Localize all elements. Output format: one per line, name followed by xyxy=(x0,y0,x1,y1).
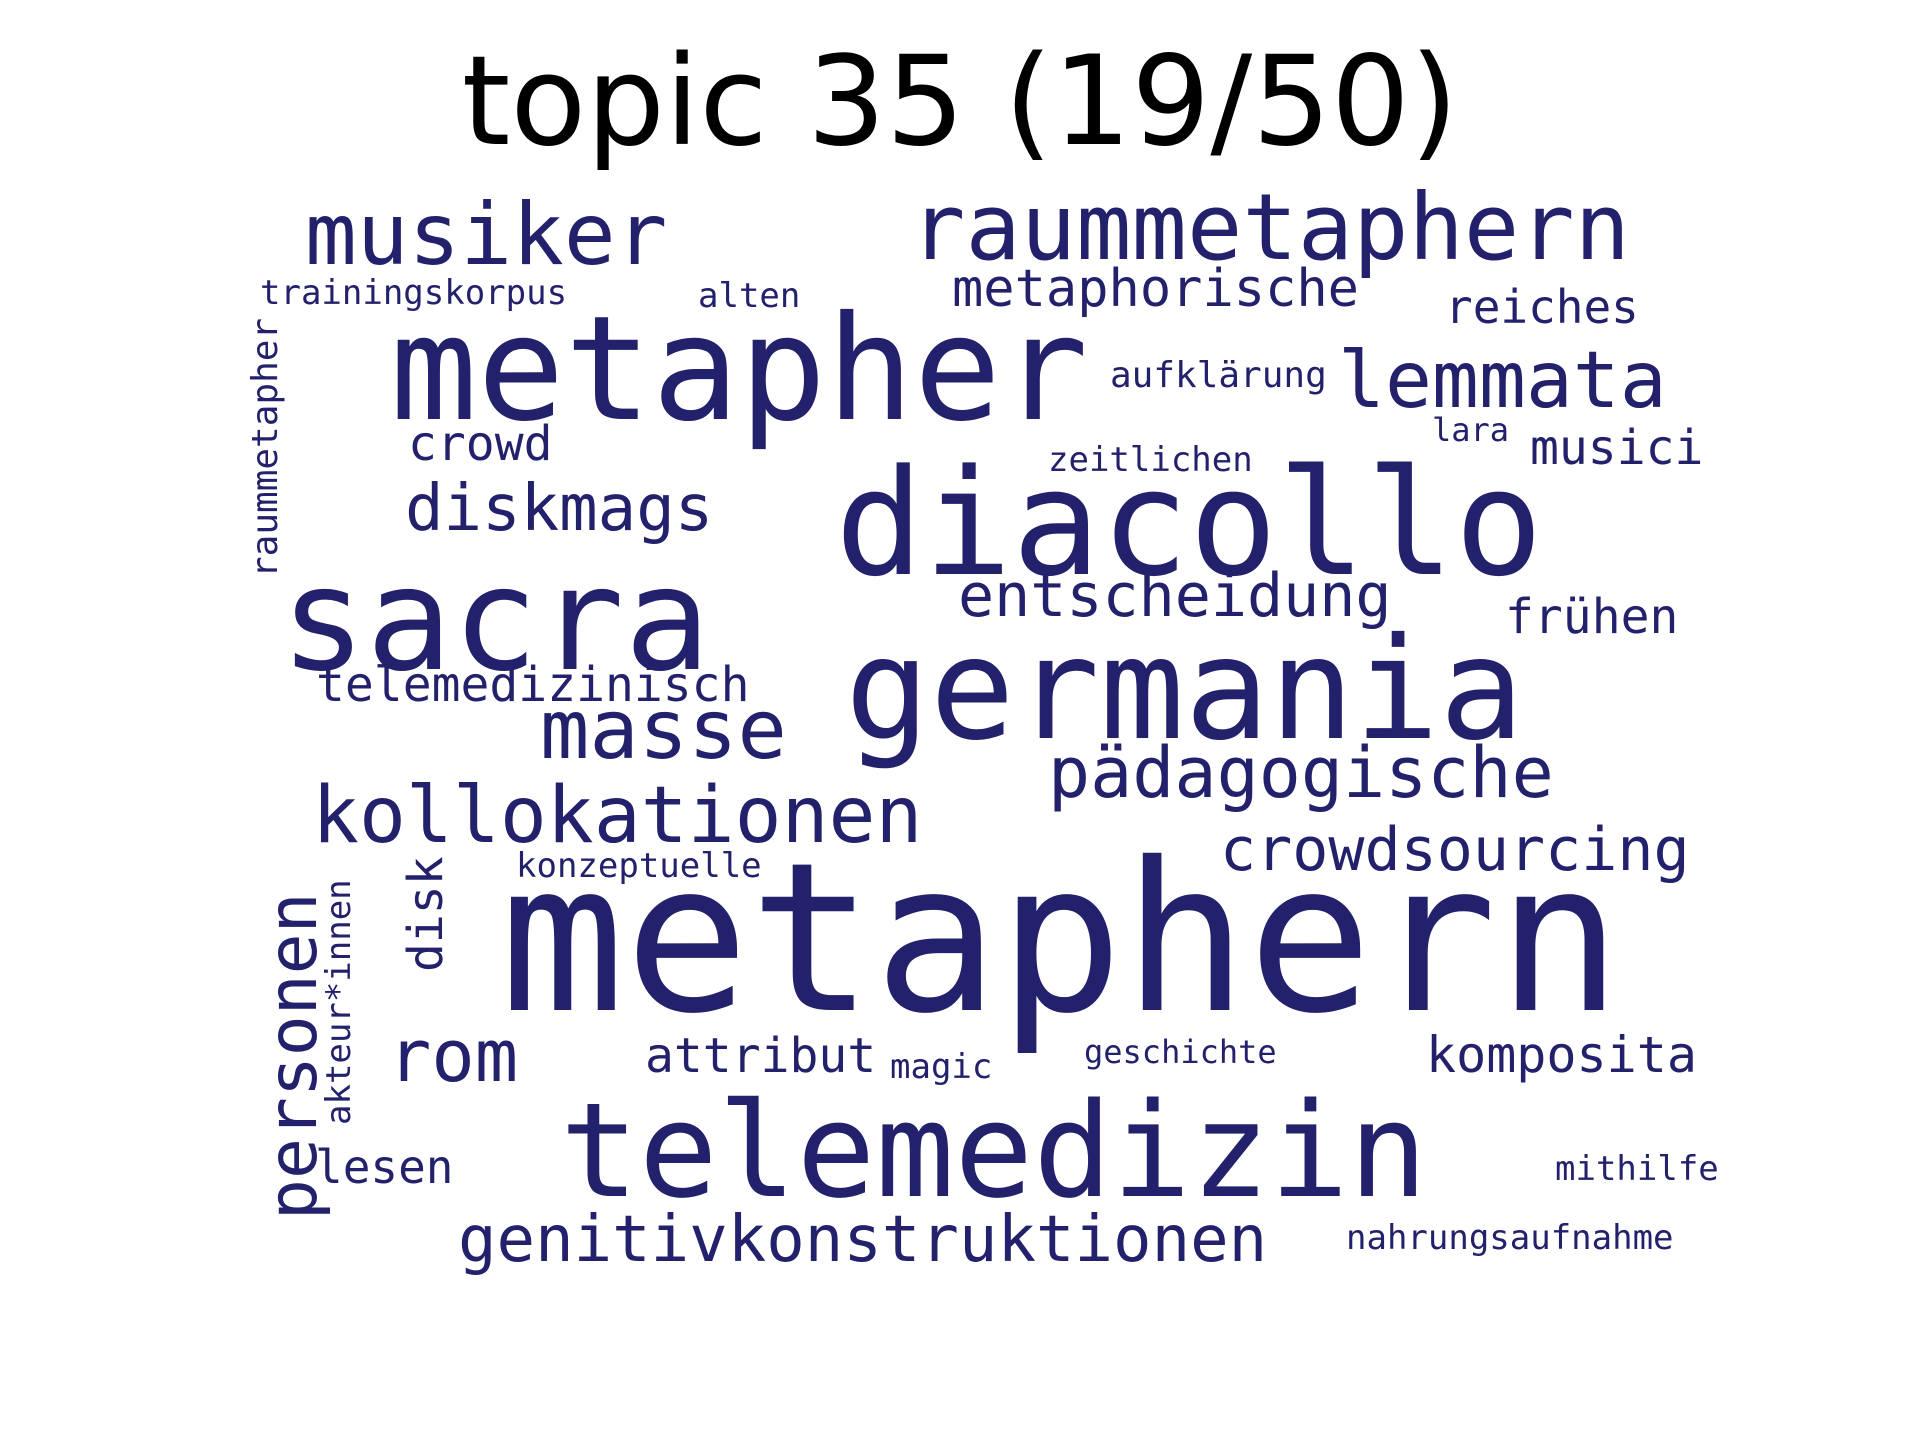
word-raummetaphern: raummetaphern xyxy=(910,174,1631,281)
word-musici: musici xyxy=(1530,420,1704,476)
word-diskmags: diskmags xyxy=(405,472,714,546)
word-nahrungsaufnahme: nahrungsaufnahme xyxy=(1346,1218,1674,1258)
word-paedagogische: pädagogische xyxy=(1048,732,1554,814)
word-kollokationen: kollokationen xyxy=(312,771,923,861)
word-crowd: crowd xyxy=(408,416,553,472)
word-fruehen: frühen xyxy=(1505,589,1679,645)
word-reiches: reiches xyxy=(1445,280,1639,334)
word-zeitlichen: zeitlichen xyxy=(1048,440,1253,480)
word-telemedizinisch: telemedizinisch xyxy=(316,657,750,713)
word-raummetapher: raummetapher xyxy=(245,317,286,578)
word-telemedizin: telemedizin xyxy=(560,1074,1428,1227)
word-konzeptuelle: konzeptuelle xyxy=(516,846,762,886)
word-lara: lara xyxy=(1432,411,1510,449)
word-musiker: musiker xyxy=(305,185,668,285)
word-trainingskorpus: trainingskorpus xyxy=(260,273,568,313)
word-masse: masse xyxy=(540,683,787,778)
word-lemmata: lemmata xyxy=(1338,336,1667,426)
word-crowdsourcing: crowdsourcing xyxy=(1220,815,1690,885)
word-rom: rom xyxy=(388,1014,519,1098)
word-disk: disk xyxy=(398,856,454,972)
word-metaphern: metaphern xyxy=(500,818,1622,1059)
word-geschichte: geschichte xyxy=(1084,1033,1277,1071)
word-genitivkonstruktionen: genitivkonstruktionen xyxy=(458,1203,1268,1277)
word-personen: personen xyxy=(254,892,333,1220)
word-akteur-innen: akteur*innen xyxy=(319,879,359,1125)
word-mithilfe: mithilfe xyxy=(1555,1149,1719,1189)
word-attribut: attribut xyxy=(645,1028,877,1084)
word-germania: germania xyxy=(845,608,1525,772)
word-alten: alten xyxy=(698,276,801,316)
word-metaphorische: metaphorische xyxy=(952,259,1359,319)
word-sacra: sacra xyxy=(280,536,711,703)
word-aufklaerung: aufklärung xyxy=(1110,355,1327,396)
word-magic: magic xyxy=(890,1047,993,1087)
word-entscheidung: entscheidung xyxy=(958,561,1392,631)
word-diacollo: diacollo xyxy=(835,438,1544,609)
word-lesen: lesen xyxy=(315,1140,454,1194)
word-komposita: komposita xyxy=(1426,1026,1697,1084)
page-title: topic 35 (19/50) xyxy=(461,30,1459,174)
word-metapher: metapher xyxy=(390,285,1089,454)
